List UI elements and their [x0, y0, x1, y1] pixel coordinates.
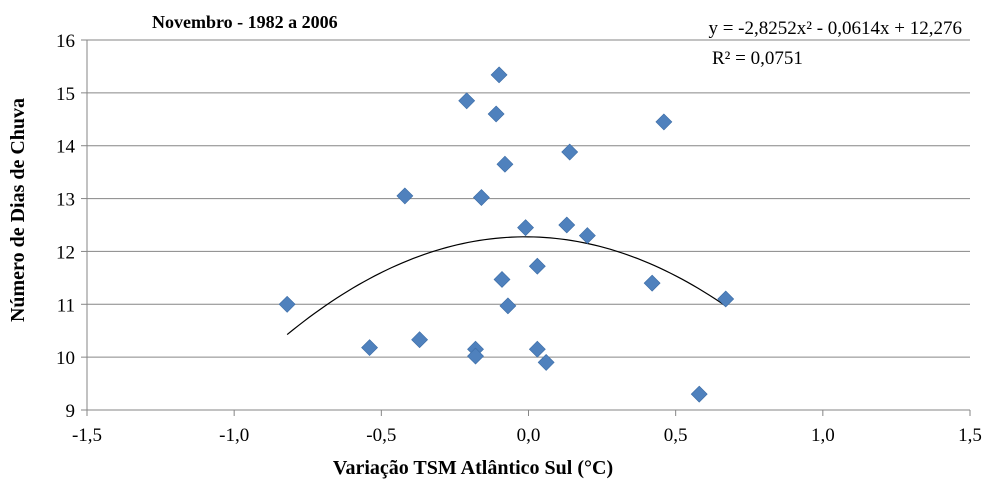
data-point	[528, 340, 546, 358]
data-point	[490, 66, 508, 84]
y-tick-label: 16	[56, 31, 75, 52]
data-point	[690, 385, 708, 403]
trendline-equation: y = -2,8252x² - 0,0614x + 12,276	[708, 18, 962, 39]
x-tick-label: -1,5	[72, 425, 102, 446]
y-tick-label: 13	[56, 190, 75, 211]
gridlines	[87, 39, 970, 358]
data-point	[537, 354, 555, 371]
x-axis-label: Variação TSM Atlântico Sul (°C)	[333, 457, 613, 479]
trendline	[286, 236, 727, 336]
data-point	[396, 187, 414, 205]
tick-labels: 9 10 11 12 13 14 15 16 -1,5 -1,0 -0,5 0,0 0,5 1,0 1,5	[56, 31, 982, 446]
x-tick-label: -0,5	[366, 425, 396, 446]
y-tick-label: 15	[56, 84, 75, 105]
data-point	[493, 271, 511, 288]
data-point	[561, 143, 579, 161]
x-tick-label: -1,0	[219, 425, 249, 446]
r-squared-label: R² = 0,0751	[712, 48, 803, 69]
data-point	[578, 227, 596, 244]
data-point	[528, 257, 546, 275]
data-point	[278, 295, 296, 313]
data-point	[467, 347, 484, 365]
x-tick-label: 0,0	[517, 425, 541, 446]
data-point	[517, 219, 534, 237]
y-tick-label: 10	[56, 348, 75, 369]
y-axis-label: Número de Dias de Chuva	[7, 98, 29, 322]
data-points	[278, 66, 735, 403]
data-point	[558, 216, 576, 234]
y-tick-label: 12	[56, 242, 75, 263]
data-point	[499, 297, 517, 315]
chart-title: Novembro - 1982 a 2006	[152, 12, 338, 32]
y-tick-label: 9	[66, 401, 76, 422]
data-point	[496, 155, 514, 173]
data-point	[361, 339, 378, 357]
data-point	[643, 274, 661, 292]
data-point	[655, 113, 673, 131]
data-point	[717, 290, 735, 308]
data-point	[487, 105, 505, 123]
x-tick-label: 0,5	[664, 425, 688, 446]
data-point	[472, 189, 490, 206]
data-point	[458, 92, 476, 110]
y-tick-label: 14	[56, 137, 76, 158]
data-point	[411, 331, 429, 349]
y-tick-label: 11	[57, 295, 75, 316]
x-tick-label: 1,5	[958, 425, 982, 446]
x-tick-label: 1,0	[811, 425, 835, 446]
